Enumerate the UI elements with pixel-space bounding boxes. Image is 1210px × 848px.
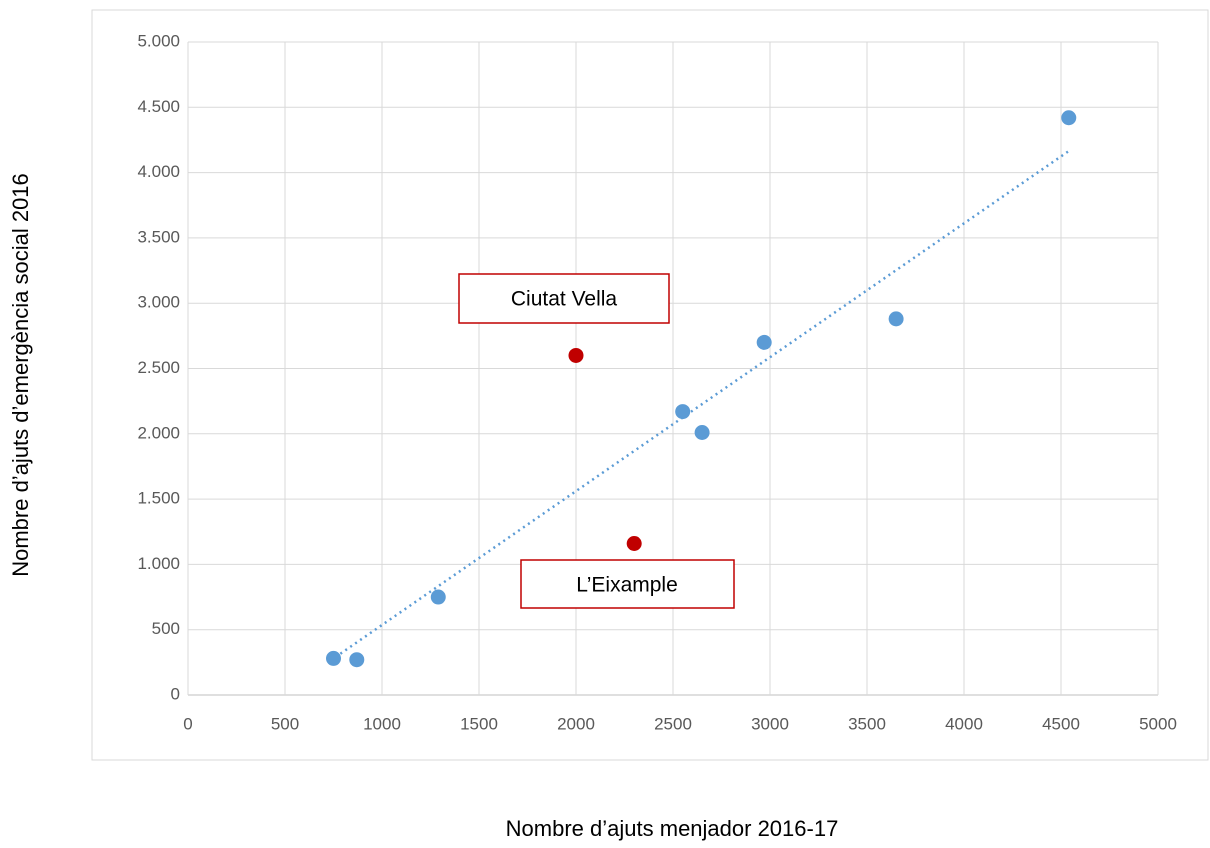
- x-tick-label: 0: [183, 714, 192, 733]
- point: [349, 652, 365, 668]
- y-tick-label: 0: [171, 684, 180, 703]
- y-tick-label: 4.000: [137, 162, 180, 181]
- point: [694, 424, 710, 440]
- point: [626, 536, 642, 552]
- annotation-box: [458, 273, 670, 324]
- point: [430, 589, 446, 605]
- x-tick-label: 1000: [363, 714, 401, 733]
- x-tick-label: 2000: [557, 714, 595, 733]
- point: [756, 334, 772, 350]
- y-tick-label: 3.500: [137, 227, 180, 246]
- y-tick-label: 1.000: [137, 554, 180, 573]
- x-tick-label: 3000: [751, 714, 789, 733]
- trendline: [334, 150, 1070, 659]
- y-tick-label: 500: [152, 619, 180, 638]
- x-tick-label: 4500: [1042, 714, 1080, 733]
- x-tick-label: 500: [271, 714, 299, 733]
- x-tick-label: 2500: [654, 714, 692, 733]
- point: [1061, 110, 1077, 126]
- y-axis-title: Nombre d’ajuts d’emergència social 2016: [8, 173, 33, 577]
- x-tick-label: 3500: [848, 714, 886, 733]
- x-axis-title: Nombre d’ajuts menjador 2016-17: [506, 816, 839, 841]
- x-tick-label: 1500: [460, 714, 498, 733]
- point: [568, 347, 584, 363]
- y-tick-label: 1.500: [137, 489, 180, 508]
- chart-area: [91, 9, 1209, 761]
- y-tick-label: 2.500: [137, 358, 180, 377]
- annotation: Ciutat Vella: [511, 288, 618, 311]
- y-tick-label: 4.500: [137, 97, 180, 116]
- x-tick-label: 4000: [945, 714, 983, 733]
- point: [675, 404, 691, 420]
- y-tick-label: 2.000: [137, 423, 180, 442]
- point: [888, 311, 904, 327]
- annotation: L’Eixample: [576, 574, 678, 597]
- x-tick-label: 5000: [1139, 714, 1177, 733]
- y-tick-label: 5.000: [137, 31, 180, 50]
- annotation-box: [520, 559, 735, 609]
- point: [326, 650, 341, 666]
- y-tick-label: 3.000: [137, 293, 180, 312]
